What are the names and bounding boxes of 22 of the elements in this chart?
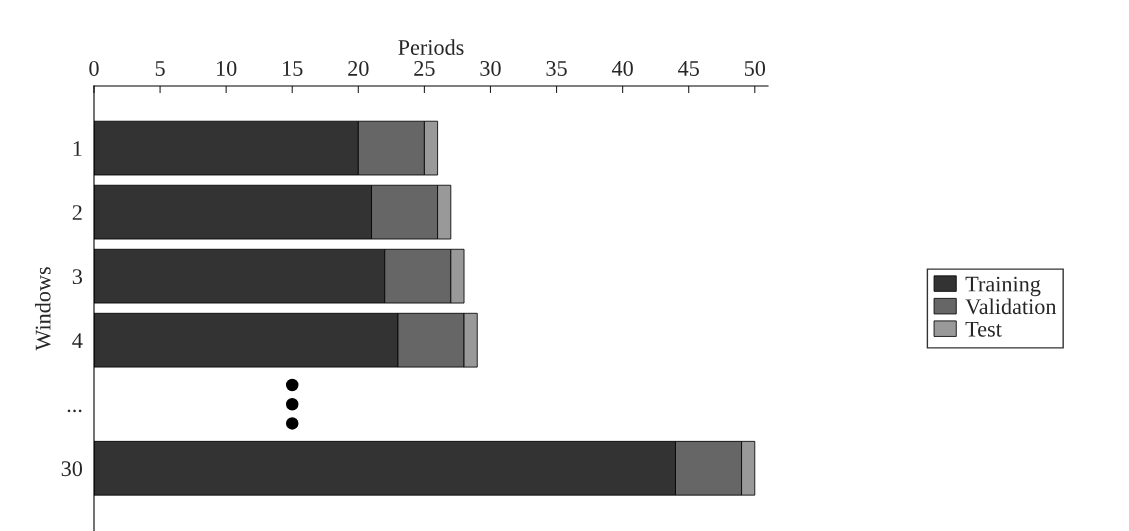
x-tick-label: 45 [678,61,699,76]
x-tick-label: 5 [155,61,165,76]
x-tick-label: 50 [744,60,766,76]
x-tick-label: 10 [217,60,237,76]
legend-label: Training [965,276,1041,297]
x-tick-label: 15 [283,61,303,76]
y-tick-label: ... [67,409,82,413]
y-tick-label: 30 [61,461,83,477]
x-tick-label: 40 [611,60,633,76]
x-tick-label: 0 [89,60,99,76]
x-tick-label: 30 [480,60,501,76]
x-tick-label: 35 [546,61,567,76]
legend-label: Validation [965,298,1057,315]
x-axis-title: Periods [398,39,464,55]
y-tick-label: 2 [72,205,82,220]
x-tick-label: 20 [348,60,369,76]
y-tick-label: 4 [72,333,83,348]
y-tick-label: 1 [73,141,82,156]
y-tick-label: 3 [72,269,83,285]
x-tick-label: 25 [414,61,435,76]
legend-label: Test [965,321,1002,337]
y-axis-title: Windows [34,267,51,351]
